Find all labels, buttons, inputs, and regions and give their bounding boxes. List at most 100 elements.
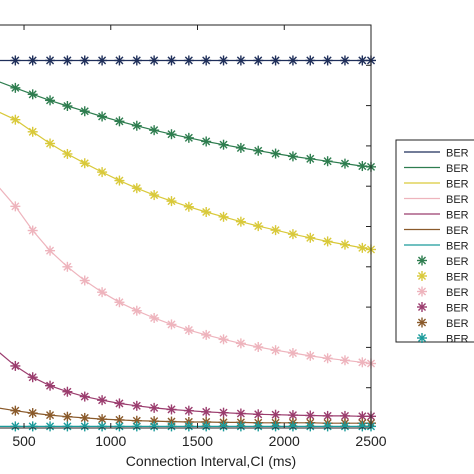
data-point-series-3 [149, 190, 160, 201]
series-line-3 [0, 111, 372, 251]
data-point-series-4 [270, 345, 281, 356]
data-point-series-4 [131, 305, 142, 316]
x-tick-label: 1000 [95, 433, 126, 449]
x-tick-label: 2500 [355, 433, 386, 449]
legend-marker-4 [417, 302, 427, 312]
data-point-series-5 [357, 411, 368, 422]
data-point-series-3 [10, 114, 21, 125]
data-point-series-6 [79, 412, 90, 423]
series-line-5 [0, 352, 371, 417]
data-point-series-7 [79, 421, 90, 432]
data-point-series-3 [27, 126, 38, 137]
data-point-series-5 [62, 386, 73, 397]
data-point-series-4 [218, 334, 229, 345]
legend-label: BER [446, 272, 469, 284]
data-point-series-5 [201, 406, 212, 417]
data-point-series-3 [287, 229, 298, 240]
data-point-series-4 [357, 357, 368, 368]
data-point-series-2 [183, 132, 194, 143]
data-point-series-7 [10, 421, 21, 432]
data-point-series-5 [97, 395, 108, 406]
data-point-series-1 [235, 55, 246, 66]
data-point-series-2 [114, 116, 125, 127]
data-point-series-3 [305, 232, 316, 243]
legend-label: BER [446, 210, 469, 222]
data-point-series-1 [305, 55, 316, 66]
data-point-series-4 [305, 350, 316, 361]
data-point-series-1 [149, 55, 160, 66]
data-point-series-4 [79, 275, 90, 286]
data-point-series-2 [10, 82, 21, 93]
data-point-series-3 [218, 211, 229, 222]
legend-box [395, 139, 474, 343]
data-point-series-7 [270, 421, 281, 432]
data-point-series-4 [322, 353, 333, 364]
legend-label: BER [446, 225, 469, 237]
data-point-series-7 [357, 421, 368, 432]
data-point-series-5 [322, 410, 333, 421]
data-point-series-1 [201, 55, 212, 66]
data-point-series-7 [287, 421, 298, 432]
data-point-series-7 [27, 421, 38, 432]
x-tick-label: 1500 [182, 433, 213, 449]
legend-label: BER [446, 179, 469, 191]
data-point-series-4 [149, 312, 160, 323]
data-point-series-4 [183, 325, 194, 336]
data-point-series-4 [253, 341, 264, 352]
data-point-series-5 [79, 391, 90, 402]
data-point-series-2 [97, 111, 108, 122]
data-point-series-3 [97, 167, 108, 178]
legend-marker-1 [417, 255, 427, 266]
data-point-series-1 [114, 55, 125, 66]
y-axis-ticks [366, 24, 371, 429]
data-point-series-6 [62, 411, 73, 422]
data-point-series-1 [183, 55, 194, 66]
data-point-series-1 [79, 55, 90, 66]
plot-frame [0, 24, 372, 429]
legend: BER BER BER BER BER BER BER BER BER BER BER BER BER [395, 139, 474, 346]
data-point-series-2 [27, 89, 38, 100]
plot-markers [10, 55, 376, 432]
data-point-series-5 [45, 380, 56, 391]
data-point-series-1 [218, 55, 229, 66]
data-point-series-2 [62, 101, 73, 112]
legend-label: BER [446, 334, 469, 346]
data-point-series-2 [218, 139, 229, 150]
data-point-series-6 [10, 405, 21, 416]
data-point-series-2 [305, 153, 316, 164]
legend-label: BER [446, 318, 469, 330]
data-point-series-2 [149, 125, 160, 136]
data-point-series-7 [322, 421, 333, 432]
data-point-series-1 [131, 55, 142, 66]
data-point-series-3 [114, 175, 125, 186]
legend-label: BER [446, 194, 469, 206]
data-point-series-3 [79, 158, 90, 169]
data-point-series-3 [201, 206, 212, 217]
data-point-series-1 [253, 55, 264, 66]
data-point-series-5 [235, 408, 246, 419]
data-point-series-7 [339, 421, 350, 432]
legend-label: BER [446, 287, 469, 299]
data-point-series-6 [45, 410, 56, 421]
data-point-series-5 [27, 372, 38, 383]
data-point-series-3 [322, 236, 333, 247]
data-point-series-1 [357, 55, 368, 66]
data-point-series-1 [270, 55, 281, 66]
data-point-series-3 [131, 183, 142, 194]
data-point-series-3 [183, 201, 194, 212]
data-point-series-1 [322, 55, 333, 66]
data-point-series-7 [45, 421, 56, 432]
data-point-series-4 [201, 329, 212, 340]
data-point-series-1 [166, 55, 177, 66]
series-line-2 [0, 81, 372, 168]
data-point-series-7 [183, 421, 194, 432]
data-point-series-7 [131, 421, 142, 432]
data-point-series-3 [45, 138, 56, 149]
legend-label: BER [446, 148, 469, 160]
data-point-series-4 [45, 245, 56, 256]
data-point-series-4 [62, 261, 73, 272]
data-point-series-5 [218, 407, 229, 418]
legend-label: BER [446, 241, 469, 253]
data-point-series-4 [97, 287, 108, 298]
data-point-series-7 [97, 421, 108, 432]
